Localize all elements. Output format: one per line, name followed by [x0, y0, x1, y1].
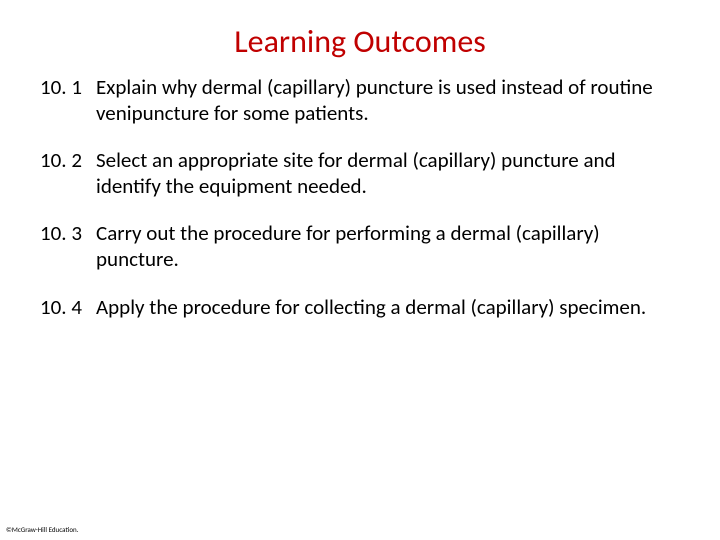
list-item: 10. 3 Carry out the procedure for perfor…: [40, 221, 672, 272]
outcome-number: 10. 3: [40, 221, 96, 272]
outcome-text: Select an appropriate site for dermal (c…: [96, 148, 672, 199]
page-title: Learning Outcomes: [0, 0, 720, 75]
outcome-text: Explain why dermal (capillary) puncture …: [96, 75, 672, 126]
list-item: 10. 1 Explain why dermal (capillary) pun…: [40, 75, 672, 126]
outcome-number: 10. 2: [40, 148, 96, 199]
copyright-footer: ©McGraw-Hill Education.: [6, 525, 78, 534]
outcome-text: Carry out the procedure for performing a…: [96, 221, 672, 272]
list-item: 10. 2 Select an appropriate site for der…: [40, 148, 672, 199]
outcome-number: 10. 1: [40, 75, 96, 126]
outcomes-list: 10. 1 Explain why dermal (capillary) pun…: [0, 75, 720, 320]
outcome-number: 10. 4: [40, 295, 96, 321]
outcome-text: Apply the procedure for collecting a der…: [96, 295, 672, 321]
list-item: 10. 4 Apply the procedure for collecting…: [40, 295, 672, 321]
